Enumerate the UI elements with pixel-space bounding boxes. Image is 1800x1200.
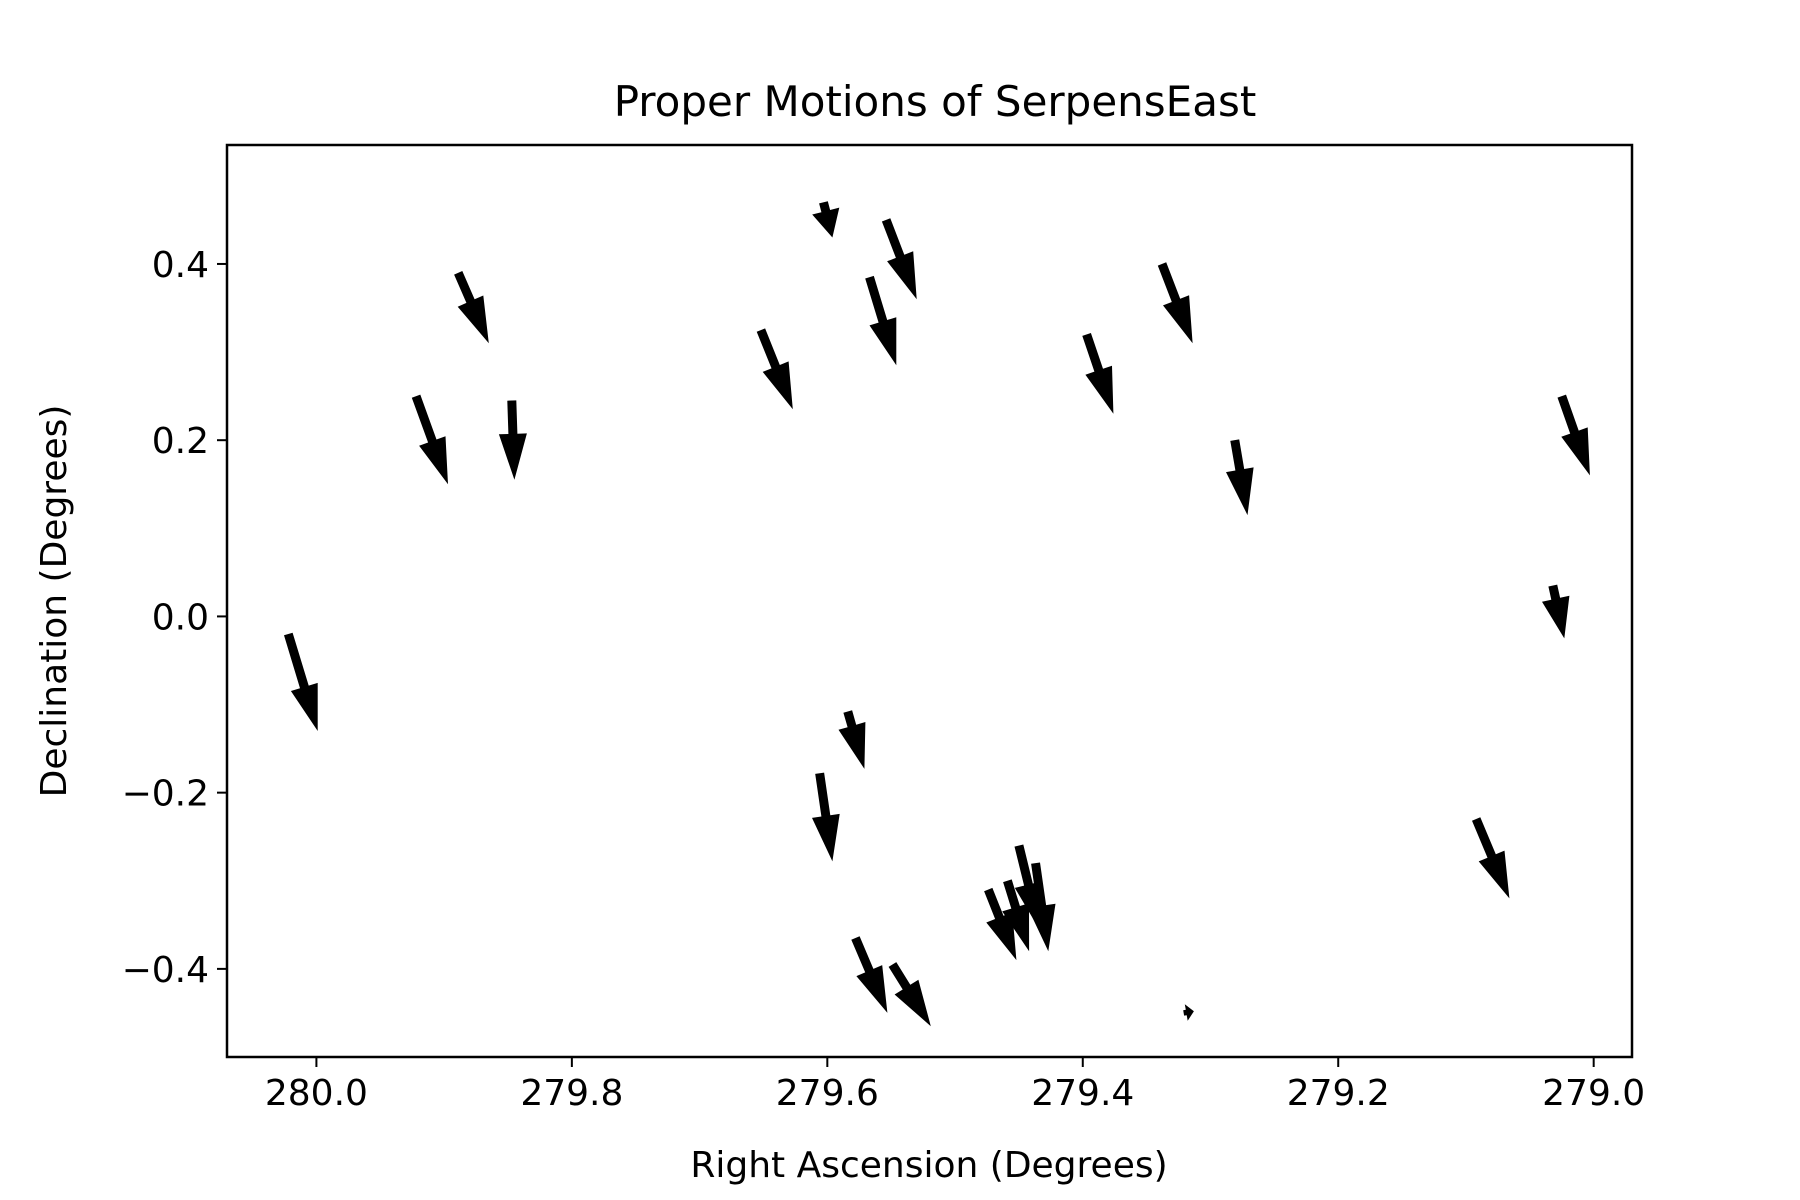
x-tick-label: 279.4	[1031, 1073, 1134, 1114]
proper-motion-arrow	[881, 218, 917, 300]
proper-motion-arrow	[1183, 1004, 1194, 1021]
x-tick-label: 279.8	[520, 1073, 623, 1114]
proper-motion-arrow	[984, 887, 1017, 961]
proper-motion-arrow	[1472, 817, 1510, 899]
x-tick-label: 279.2	[1287, 1073, 1390, 1114]
proper-motion-arrow	[851, 936, 888, 1013]
proper-motion-arrow	[888, 962, 931, 1027]
proper-motion-arrow	[411, 394, 448, 485]
proper-motion-arrow	[1082, 333, 1114, 414]
axes-frame	[225, 143, 1634, 1059]
proper-motion-arrow	[1002, 879, 1030, 952]
x-axis: 280.0 279.8 279.6 279.4 279.2 279.0	[265, 1057, 1645, 1114]
x-tick-label: 279.0	[1542, 1073, 1645, 1114]
y-axis: 0.4 0.2 0.0 −0.2 −0.4	[122, 245, 227, 991]
y-tick-label: 0.2	[152, 421, 209, 462]
y-tick-label: 0.0	[152, 597, 209, 638]
proper-motion-arrow	[1557, 394, 1590, 476]
y-tick-label: −0.2	[122, 774, 209, 815]
proper-motion-arrow	[1157, 262, 1193, 344]
y-tick-label: −0.4	[122, 950, 209, 991]
proper-motion-arrow	[284, 632, 318, 731]
plot-area	[284, 201, 1590, 1027]
proper-motion-arrow	[838, 710, 866, 769]
proper-motion-arrow	[498, 400, 527, 480]
proper-motion-arrow	[756, 328, 793, 410]
y-tick-label: 0.4	[152, 245, 209, 286]
x-axis-label: Right Ascension (Degrees)	[690, 1145, 1167, 1186]
x-tick-label: 280.0	[265, 1073, 368, 1114]
y-axis-label: Declination (Degrees)	[34, 405, 75, 798]
proper-motion-arrow	[812, 772, 840, 862]
proper-motion-arrow	[454, 271, 489, 344]
proper-motion-arrow	[1027, 862, 1056, 952]
chart-title: Proper Motions of SerpensEast	[614, 77, 1257, 126]
proper-motion-arrow	[865, 275, 897, 366]
x-tick-label: 279.6	[776, 1073, 879, 1114]
proper-motion-arrow	[1542, 584, 1570, 639]
proper-motion-arrow	[812, 201, 840, 238]
proper-motion-arrow	[1226, 439, 1254, 516]
